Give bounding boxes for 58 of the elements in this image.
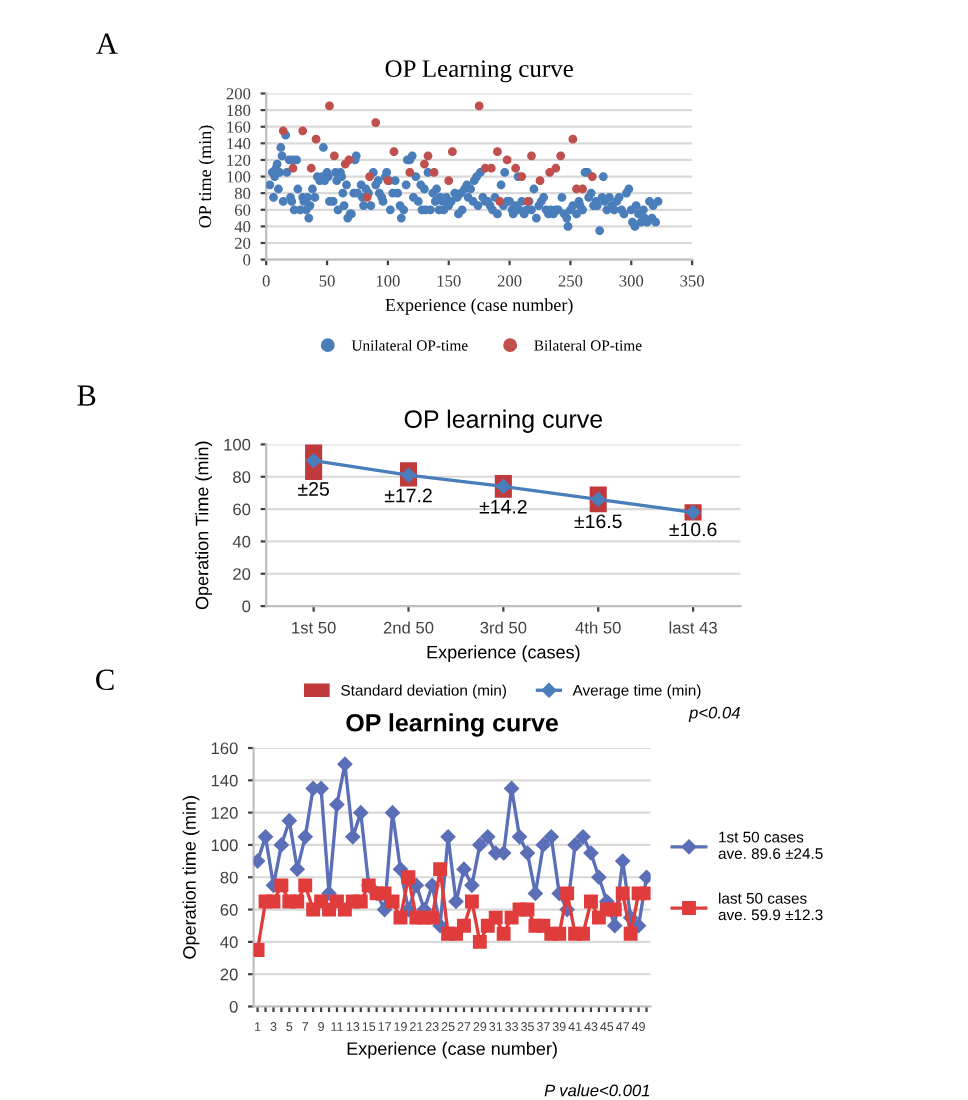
y-tick-label: 100 bbox=[227, 171, 251, 183]
x-tick-label: last 43 bbox=[669, 621, 717, 634]
x-tick-label: 200 bbox=[497, 275, 522, 287]
chart-title: OP learning curve bbox=[346, 713, 558, 737]
x-tick-label: 300 bbox=[619, 275, 644, 287]
y-tick-label: 160 bbox=[211, 742, 238, 755]
y-tick-label: 0 bbox=[243, 254, 251, 266]
y-tick-label: 0 bbox=[242, 600, 251, 613]
x-axis-title: Experience (case number) bbox=[385, 298, 573, 315]
y-tick-label: 80 bbox=[234, 187, 251, 200]
y-tick-label: 100 bbox=[211, 839, 238, 852]
y-tick-label: 80 bbox=[220, 871, 238, 884]
chart-title: OP Learning curve bbox=[385, 60, 573, 83]
y-tick-label: 0 bbox=[229, 1000, 238, 1013]
x-axis-title: Experience (case number) bbox=[347, 1041, 557, 1059]
y-tick-label: 40 bbox=[232, 535, 251, 548]
text: C bbox=[96, 669, 114, 691]
y-tick-label: 180 bbox=[227, 104, 251, 117]
annotation: ±17.2 bbox=[384, 488, 432, 503]
y-axis-title: Operation time (min) bbox=[182, 796, 200, 959]
text: A bbox=[96, 33, 118, 54]
text: p<0.04 bbox=[688, 706, 740, 722]
x-tick-label: 150 bbox=[437, 275, 461, 287]
y-tick-label: 120 bbox=[227, 154, 251, 166]
y-tick-label: 40 bbox=[220, 936, 238, 949]
annotation: ±16.5 bbox=[574, 514, 622, 529]
y-tick-label: 60 bbox=[220, 903, 238, 916]
text: B bbox=[77, 385, 96, 406]
y-tick-label: 140 bbox=[211, 774, 238, 787]
y-tick-label: 20 bbox=[220, 968, 238, 981]
x-tick-label: 3rd 50 bbox=[480, 621, 527, 634]
x-tick-label: 4th 50 bbox=[575, 621, 621, 634]
annotation: ±10.6 bbox=[669, 522, 717, 537]
y-axis-title: Operation Time (min) bbox=[195, 441, 213, 610]
y-tick-label: 20 bbox=[234, 237, 251, 249]
x-tick-label: 250 bbox=[558, 275, 583, 287]
y-tick-label: 80 bbox=[233, 471, 251, 483]
x-axis-title: Experience (cases) bbox=[427, 645, 580, 663]
x-tick-label: 100 bbox=[376, 275, 400, 287]
y-tick-label: 60 bbox=[233, 503, 251, 516]
text: P value<0.001 bbox=[544, 1084, 650, 1097]
y-tick-label: 160 bbox=[227, 121, 251, 133]
y-tick-label: 120 bbox=[211, 807, 238, 819]
x-tick-label: 2nd 50 bbox=[383, 621, 434, 634]
x-tick-label: 1st 50 bbox=[292, 621, 336, 634]
y-tick-label: 140 bbox=[227, 138, 251, 150]
y-tick-label: 200 bbox=[226, 88, 251, 100]
y-tick-label: 100 bbox=[224, 438, 251, 451]
x-tick-label: 50 bbox=[319, 275, 335, 287]
chart-title: OP learning curve bbox=[404, 409, 603, 433]
x-tick-label: 350 bbox=[680, 275, 704, 287]
y-axis-title: OP time (min) bbox=[198, 125, 215, 228]
annotation: ±14.2 bbox=[479, 499, 527, 514]
x-tick-label: 0 bbox=[262, 275, 270, 287]
y-tick-label: 60 bbox=[234, 204, 251, 216]
y-tick-label: 40 bbox=[234, 221, 251, 233]
annotation: ±25 bbox=[298, 482, 329, 496]
y-tick-label: 20 bbox=[233, 568, 251, 580]
